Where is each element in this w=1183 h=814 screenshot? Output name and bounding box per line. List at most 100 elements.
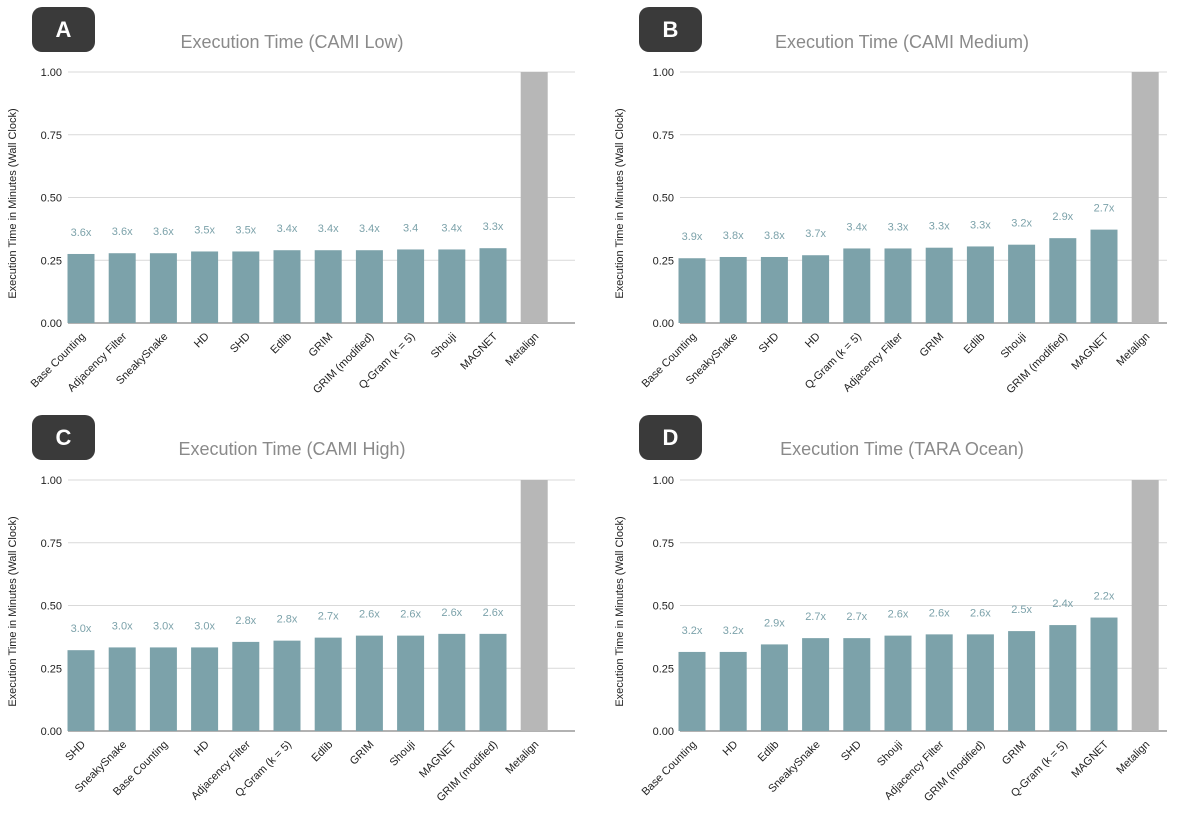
chart-panel-a: A Execution Time (CAMI Low) Execution Tim… xyxy=(0,0,592,405)
x-tick-label: GRIM xyxy=(1000,739,1029,768)
bar xyxy=(719,256,747,323)
x-tick-label: Edlib xyxy=(962,331,988,357)
bar xyxy=(149,253,177,323)
bar-value-label: 3.4x xyxy=(318,223,339,235)
y-tick-label: 0.75 xyxy=(41,538,62,550)
y-tick-label: 0.50 xyxy=(653,601,674,613)
y-tick-label: 1.00 xyxy=(653,67,674,79)
bar xyxy=(843,248,871,323)
x-tick-label: HD xyxy=(192,331,212,351)
y-axis-label: Execution Time in Minutes (Wall Clock) xyxy=(614,516,626,706)
bar xyxy=(149,647,177,731)
bar-value-label: 3.7x xyxy=(805,228,826,240)
bar-value-label: 2.7x xyxy=(318,611,339,623)
bar xyxy=(760,644,788,731)
bar xyxy=(1090,229,1118,323)
panel-badge-a: A xyxy=(32,7,95,52)
chart-panel-d: D Execution Time (TARA Ocean) Execution T… xyxy=(592,405,1183,809)
y-axis-label: Execution Time in Minutes (Wall Clock) xyxy=(7,108,19,298)
bar-value-label: 2.6x xyxy=(483,607,504,619)
bar xyxy=(802,638,830,731)
y-tick-label: 0.00 xyxy=(653,726,674,738)
bar-value-label: 2.6x xyxy=(441,607,462,619)
x-tick-label: HD xyxy=(721,739,741,759)
bar-value-label: 2.7x xyxy=(805,611,826,623)
bar xyxy=(966,246,994,323)
bar xyxy=(191,647,219,731)
panel-badge-d: D xyxy=(639,415,702,460)
bar xyxy=(314,637,342,731)
bar xyxy=(1131,480,1159,731)
y-tick-label: 0.25 xyxy=(41,255,62,267)
bar xyxy=(802,255,830,323)
bar-value-label: 3.3x xyxy=(970,219,991,231)
x-tick-label: MAGNET xyxy=(1069,330,1111,372)
bar-value-label: 2.4x xyxy=(1052,598,1073,610)
x-tick-label: Edlib xyxy=(268,331,294,357)
bar-value-label: 2.5x xyxy=(1011,604,1032,616)
bar-value-label: 3.4 xyxy=(403,222,418,234)
bar xyxy=(1008,631,1036,731)
y-tick-label: 0.75 xyxy=(653,130,674,142)
bar-value-label: 3.2x xyxy=(1011,218,1032,230)
bar xyxy=(966,634,994,731)
y-tick-label: 1.00 xyxy=(41,67,62,79)
bar-value-label: 3.4x xyxy=(441,222,462,234)
bar xyxy=(479,633,507,731)
panel-badge-b: B xyxy=(639,7,702,52)
y-axis-label: Execution Time in Minutes (Wall Clock) xyxy=(7,516,19,706)
bar xyxy=(108,647,136,731)
bar xyxy=(678,258,706,323)
bar xyxy=(1049,625,1077,731)
bar-value-label: 3.3x xyxy=(888,221,909,233)
bar xyxy=(760,256,788,323)
x-tick-label: Metalign xyxy=(503,739,541,777)
bar-chart-tara-ocean: Execution Time (TARA Ocean) Execution Tim… xyxy=(614,439,1167,804)
bar-value-label: 2.8x xyxy=(235,615,256,627)
y-tick-label: 0.25 xyxy=(41,663,62,675)
y-axis-label: Execution Time in Minutes (Wall Clock) xyxy=(614,108,626,298)
bar-value-label: 3.6x xyxy=(71,227,92,239)
bar xyxy=(232,641,260,731)
bar xyxy=(273,250,301,323)
bar-value-label: 2.9x xyxy=(764,617,785,629)
x-tick-label: HD xyxy=(803,331,823,351)
y-tick-label: 1.00 xyxy=(41,475,62,487)
bar xyxy=(1049,238,1077,323)
bar xyxy=(397,635,425,731)
x-tick-label: Edlib xyxy=(310,739,336,765)
bar-value-label: 2.9x xyxy=(1052,211,1073,223)
y-tick-label: 0.25 xyxy=(653,663,674,675)
x-tick-label: Shouji xyxy=(875,739,905,769)
bar xyxy=(884,635,912,731)
bar-value-label: 2.6x xyxy=(359,609,380,621)
bar xyxy=(108,253,136,323)
bar-value-label: 3.5x xyxy=(235,224,256,236)
bar-value-label: 3.0x xyxy=(194,620,215,632)
y-tick-label: 0.00 xyxy=(41,318,62,330)
bar xyxy=(925,247,953,323)
bar-value-label: 2.7x xyxy=(846,611,867,623)
bar xyxy=(438,249,466,323)
bar xyxy=(479,248,507,323)
bar-value-label: 3.3x xyxy=(483,221,504,233)
bar-value-label: 3.6x xyxy=(153,226,174,238)
x-tick-label: SHD xyxy=(757,331,782,356)
bar-chart-cami-high: Execution Time (CAMI High) Execution Time… xyxy=(7,439,575,804)
x-tick-label: SHD xyxy=(228,331,253,356)
x-tick-label: SHD xyxy=(63,739,88,764)
bar xyxy=(355,635,383,731)
y-tick-label: 0.50 xyxy=(41,193,62,205)
bar xyxy=(520,72,548,323)
y-tick-label: 0.00 xyxy=(653,318,674,330)
x-tick-label: Shouji xyxy=(388,739,418,769)
bar xyxy=(843,638,871,731)
bar xyxy=(67,253,95,323)
bar xyxy=(397,249,425,323)
chart-title: Execution Time (CAMI High) xyxy=(178,439,405,459)
bar xyxy=(678,651,706,731)
panel-badge-c: C xyxy=(32,415,95,460)
bar-value-label: 3.8x xyxy=(764,230,785,242)
bar-value-label: 2.6x xyxy=(400,609,421,621)
x-tick-label: GRIM xyxy=(307,331,336,360)
